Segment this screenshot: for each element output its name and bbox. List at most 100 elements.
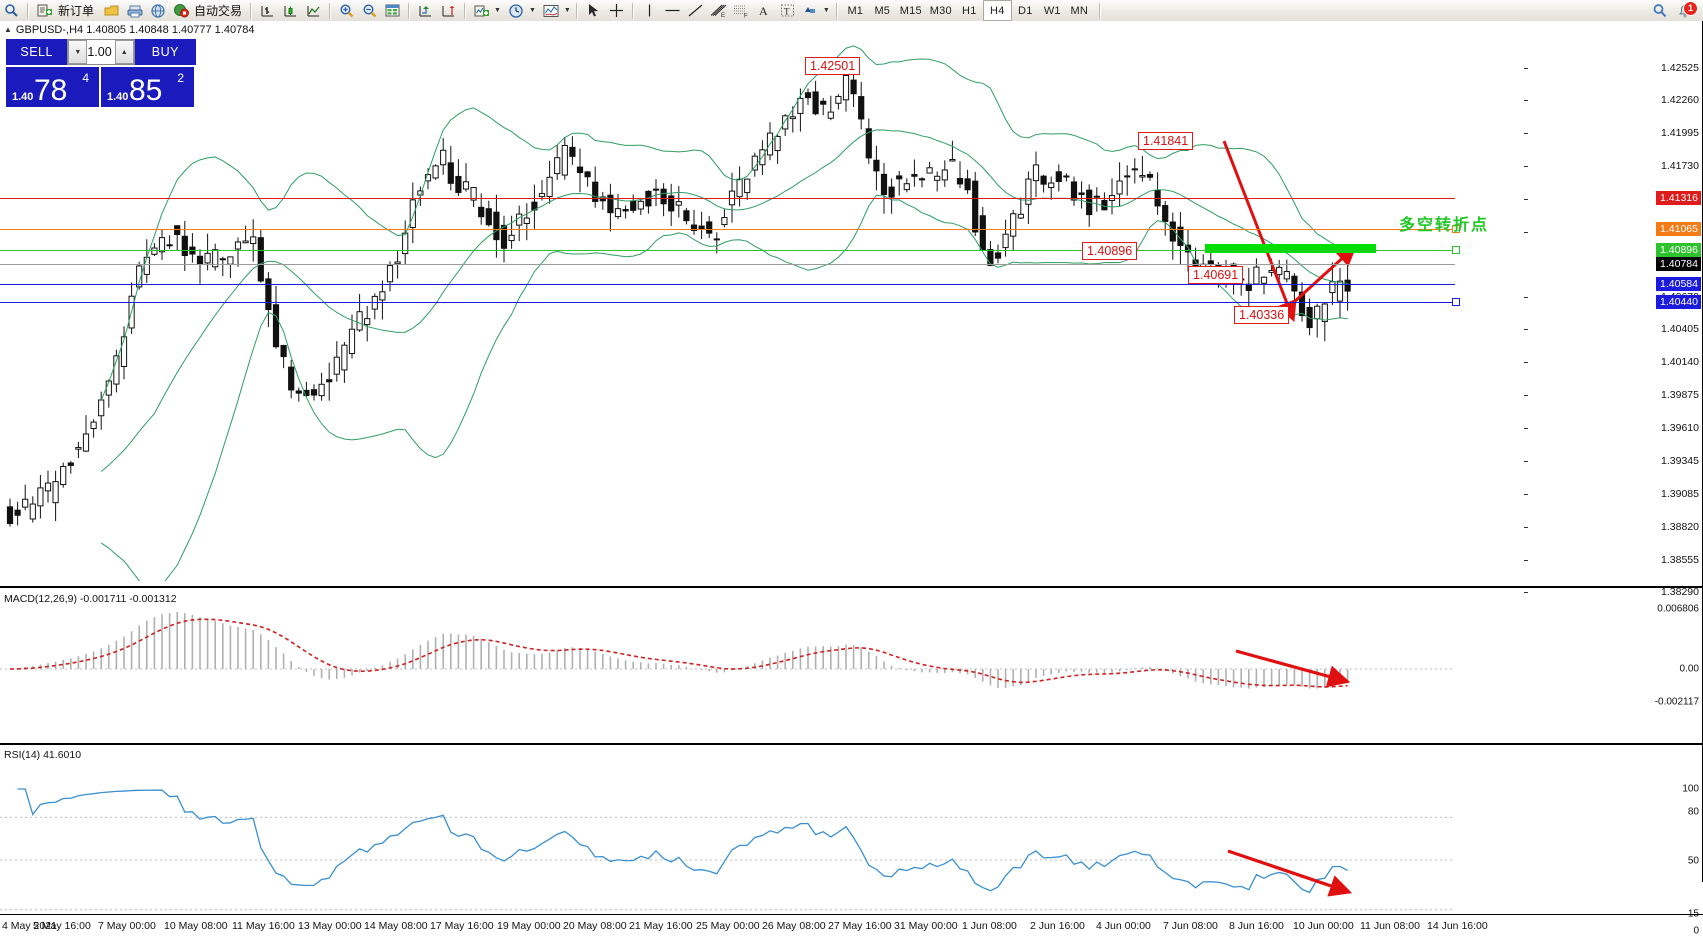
price-tick-mark (1524, 133, 1528, 134)
text-icon[interactable]: A (753, 1, 776, 20)
price-level-badge[interactable]: 1.40784 (1656, 257, 1701, 271)
price-level-badge[interactable]: 1.41065 (1656, 222, 1701, 236)
price-tick-label: 1.38290 (1661, 586, 1699, 598)
annotation-price-label[interactable]: 1.41841 (1138, 132, 1194, 150)
chevron-down-icon[interactable]: ▼ (822, 7, 830, 14)
price-tick-mark (1524, 100, 1528, 101)
zoom-in-icon[interactable] (335, 1, 358, 20)
sell-button[interactable]: SELL (6, 39, 68, 65)
period-clock-icon[interactable] (505, 1, 528, 20)
time-axis-label: 27 May 16:00 (828, 920, 892, 932)
price-level-line[interactable] (0, 198, 1455, 199)
chevron-down-icon[interactable]: ▼ (494, 7, 501, 14)
annotation-price-label[interactable]: 1.40896 (1082, 242, 1138, 260)
zoom-out-icon[interactable] (358, 1, 381, 20)
fibo-f-icon[interactable]: F (730, 1, 753, 20)
price-level-badge[interactable]: 1.40584 (1656, 277, 1701, 291)
fibo-e-icon[interactable]: E (707, 1, 730, 20)
buy-price-display[interactable]: 1.40 85 2 (101, 67, 194, 107)
collapse-arrow-icon[interactable]: ▲ (4, 25, 12, 34)
time-axis-label: 10 May 08:00 (164, 920, 228, 932)
time-axis-label: 10 Jun 00:00 (1293, 920, 1354, 932)
auto-trading-label[interactable]: 自动交易 (194, 4, 243, 18)
tf-m5[interactable]: M5 (874, 4, 891, 17)
auto-trading-icon[interactable] (169, 1, 192, 20)
printer-icon[interactable] (123, 1, 146, 20)
buy-button[interactable]: BUY (134, 39, 196, 65)
indicators-add-icon[interactable] (470, 1, 493, 20)
chinese-annotation-label[interactable]: 多空转折点 (1399, 217, 1490, 234)
buy-price-main: 85 (129, 74, 163, 107)
price-level-handle[interactable] (1452, 246, 1460, 254)
time-axis-label: 2 Jun 16:00 (1030, 920, 1085, 932)
toolbar-divider (631, 2, 634, 19)
price-level-line[interactable] (0, 250, 1455, 251)
trend-line-icon[interactable] (684, 1, 707, 20)
time-axis-label: 8 Jun 16:00 (1229, 920, 1284, 932)
grid-icon[interactable] (381, 1, 404, 20)
folder-icon[interactable] (100, 1, 123, 20)
globe-icon[interactable] (146, 1, 169, 20)
bar-chart-icon[interactable] (256, 1, 279, 20)
price-level-line[interactable] (0, 229, 1455, 230)
volume-increment-button[interactable]: ▲ (114, 40, 134, 64)
toolbar-divider (835, 2, 838, 19)
sell-price-fraction: 4 (82, 71, 89, 85)
zoom-search-icon[interactable] (0, 1, 23, 20)
vertical-line-icon[interactable] (638, 1, 661, 20)
price-level-badge[interactable]: 1.41316 (1656, 191, 1701, 205)
price-tick-mark (1524, 592, 1528, 593)
tf-m15[interactable]: M15 (899, 4, 922, 17)
price-level-line[interactable] (0, 264, 1455, 265)
price-level-badge[interactable]: 1.40896 (1656, 243, 1701, 257)
volume-stepper[interactable]: ▼ 1.00 ▲ (67, 39, 135, 65)
new-order-icon[interactable] (33, 1, 56, 20)
magnifier-icon[interactable] (1648, 1, 1671, 20)
sell-price-prefix: 1.40 (12, 91, 34, 103)
templates-icon[interactable] (540, 1, 563, 20)
tf-mn[interactable]: MN (1070, 4, 1089, 17)
auto-scroll-icon[interactable] (437, 1, 460, 20)
macd-separator (0, 586, 1703, 588)
price-tick-label: 1.40405 (1661, 323, 1699, 335)
alert-bell-icon[interactable]: 1 (1671, 1, 1699, 20)
price-level-handle[interactable] (1452, 298, 1460, 306)
tf-m30[interactable]: M30 (929, 4, 952, 17)
volume-decrement-button[interactable]: ▼ (68, 40, 88, 64)
shift-end-icon[interactable] (414, 1, 437, 20)
annotation-price-label[interactable]: 1.40691 (1188, 266, 1244, 284)
time-axis-label: 14 Jun 16:00 (1427, 920, 1488, 932)
chevron-down-icon[interactable]: ▼ (563, 7, 571, 14)
line-chart-icon[interactable] (302, 1, 325, 20)
annotation-price-label[interactable]: 1.42501 (805, 57, 861, 75)
tf-h1[interactable]: H1 (962, 4, 977, 17)
time-axis[interactable] (0, 914, 1703, 943)
one-click-trading-panel[interactable]: SELL ▼ 1.00 ▲ BUY 1.40 78 4 1.40 85 2 (6, 39, 196, 109)
shapes-icon[interactable] (799, 1, 822, 20)
sell-price-display[interactable]: 1.40 78 4 (6, 67, 99, 107)
tf-w1[interactable]: W1 (1043, 4, 1061, 17)
price-level-handle[interactable] (1452, 225, 1460, 233)
price-level-line[interactable] (0, 284, 1455, 285)
price-tick-mark (1524, 68, 1528, 69)
chevron-down-icon[interactable]: ▼ (528, 7, 536, 14)
annotation-price-label[interactable]: 1.40336 (1234, 306, 1290, 324)
new-order-label[interactable]: 新订单 (58, 4, 95, 18)
price-tick-label: 1.40140 (1661, 356, 1699, 368)
tf-d1[interactable]: D1 (1018, 4, 1033, 17)
candlestick-chart-icon[interactable] (279, 1, 302, 20)
volume-input[interactable]: 1.00 (87, 45, 112, 59)
time-axis-label: 25 May 00:00 (696, 920, 760, 932)
horizontal-line-icon[interactable] (661, 1, 684, 20)
price-level-line[interactable] (0, 302, 1455, 303)
cursor-icon[interactable] (582, 1, 605, 20)
crosshair-icon[interactable] (605, 1, 628, 20)
time-axis-label: 20 May 08:00 (563, 920, 627, 932)
price-tick-label: 1.38820 (1661, 521, 1699, 533)
chart-window[interactable]: ▲ GBPUSD-,H4 1.40805 1.40848 1.40777 1.40… (0, 21, 1703, 942)
tf-h4[interactable]: H4 (982, 0, 1012, 21)
price-level-badge[interactable]: 1.40440 (1656, 295, 1701, 309)
tf-m1[interactable]: M1 (847, 4, 864, 17)
buy-price-fraction: 2 (177, 71, 184, 85)
text-label-icon[interactable]: T (776, 1, 799, 20)
